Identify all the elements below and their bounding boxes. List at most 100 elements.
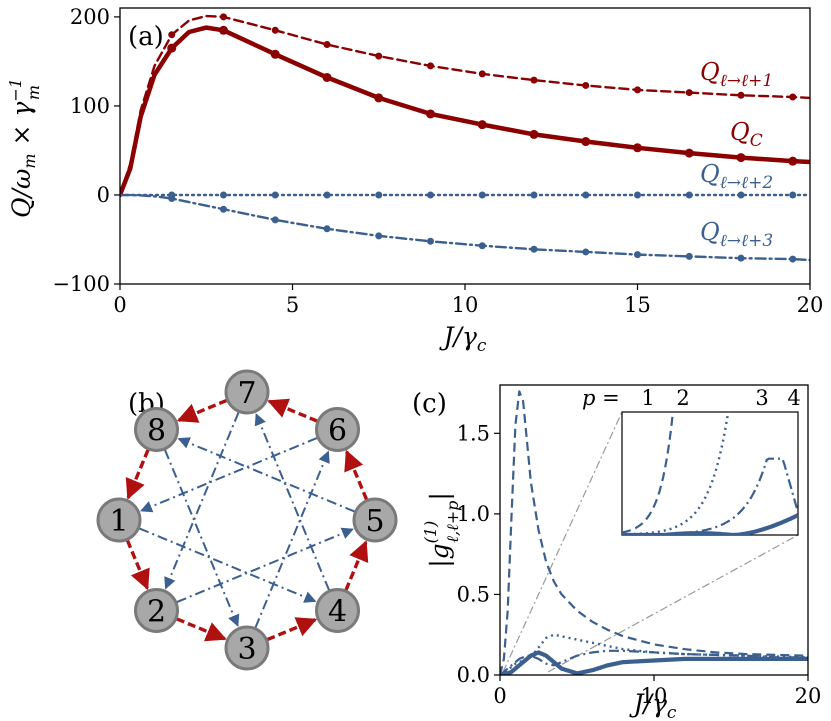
marker-a-2-6 — [478, 191, 486, 199]
a-ytick-label-0: −100 — [52, 272, 110, 296]
marker-a-3-2 — [271, 216, 279, 224]
panel-c-label: (c) — [412, 389, 447, 419]
node-label-4: 4 — [328, 595, 347, 630]
c-ytick-label-1: 0.5 — [457, 582, 490, 606]
marker-a-3-1 — [220, 205, 227, 213]
ring-edge-1-2 — [125, 539, 150, 591]
c-xtick-label-0: 0 — [493, 684, 506, 708]
star-edge-3-6 — [254, 450, 330, 629]
node-label-8: 8 — [147, 413, 166, 448]
panel-c-xlabel: J/γc — [629, 689, 677, 721]
ring-edge-4-5 — [344, 540, 369, 591]
marker-a-3-7 — [530, 245, 538, 253]
marker-a-2-4 — [375, 191, 383, 199]
zoom-line-left — [502, 411, 623, 673]
marker-a-1-2 — [270, 49, 280, 59]
marker-a-2-10 — [685, 191, 693, 199]
marker-a-1-8 — [581, 137, 591, 147]
marker-a-2-11 — [737, 191, 745, 199]
series-line-c-0 — [500, 390, 808, 675]
a-ytick-label-1: 0 — [97, 183, 110, 207]
node-3 — [224, 625, 270, 671]
marker-a-3-3 — [323, 225, 331, 233]
a-xtick-label-4: 20 — [797, 293, 824, 317]
marker-a-0-2 — [271, 26, 279, 34]
node-4 — [315, 588, 361, 634]
inset-label-p-3: 3 — [755, 386, 768, 410]
star-edge-7-2 — [164, 411, 240, 590]
series-line-c-2 — [500, 649, 808, 675]
marker-a-0-9 — [634, 86, 641, 94]
marker-a-3-9 — [634, 251, 641, 259]
c-ytick-label-0: 0.0 — [457, 663, 490, 687]
node-5 — [352, 497, 398, 543]
marker-a-1-7 — [529, 129, 539, 139]
series-line-a-1 — [120, 25, 810, 198]
star-edge-6-1 — [140, 436, 318, 513]
marker-a-0-6 — [478, 70, 486, 78]
marker-a-0-1 — [220, 13, 227, 21]
marker-a-3-6 — [478, 242, 486, 250]
panel-a-label: (a) — [128, 22, 164, 52]
marker-a-3-11 — [737, 254, 745, 262]
marker-a-1-12 — [788, 156, 798, 166]
marker-a-1-0 — [167, 43, 177, 53]
series-label-qc: QC — [730, 118, 763, 151]
marker-a-0-8 — [582, 81, 590, 89]
zoom-line-right — [547, 534, 799, 673]
marker-a-3-8 — [582, 248, 590, 256]
inset-label-p-4: 4 — [787, 386, 800, 410]
series-label-q-l-l1: Qℓ→ℓ+1 — [700, 58, 773, 91]
node-label-3: 3 — [237, 632, 256, 667]
series-label-q-l-l3: Qℓ→ℓ+3 — [700, 218, 773, 251]
ring-edge-2-3 — [176, 617, 227, 642]
marker-a-2-5 — [427, 191, 434, 199]
c-ytick-label-2: 1.0 — [457, 502, 490, 526]
marker-a-2-3 — [323, 191, 331, 199]
marker-a-2-1 — [220, 191, 227, 199]
panel-c-ylabel: |g(1) ℓ,ℓ+p| — [421, 492, 462, 568]
marker-a-3-5 — [427, 237, 434, 245]
a-ytick-label-2: 100 — [70, 94, 110, 118]
marker-a-3-12 — [789, 255, 797, 263]
node-label-1: 1 — [109, 504, 128, 539]
marker-a-3-0 — [168, 195, 176, 203]
node-label-7: 7 — [237, 376, 256, 411]
a-xtick-label-3: 15 — [624, 293, 651, 317]
inset-label-p-1: 1 — [641, 386, 654, 410]
marker-a-2-9 — [634, 191, 641, 199]
marker-a-3-4 — [375, 232, 383, 240]
star-edge-2-5 — [176, 527, 354, 604]
marker-a-0-10 — [685, 89, 693, 97]
star-edge-4-7 — [254, 413, 331, 591]
inset-frame — [621, 411, 799, 536]
marker-a-0-11 — [737, 91, 745, 99]
series-line-a-3 — [120, 193, 810, 262]
c-xtick-label-1: 10 — [641, 684, 668, 708]
star-edge-8-3 — [163, 449, 240, 627]
marker-a-0-0 — [168, 31, 176, 39]
node-7 — [224, 369, 270, 415]
marker-a-0-12 — [789, 93, 797, 101]
node-label-2: 2 — [147, 595, 166, 630]
node-8 — [133, 406, 179, 452]
inset-label-p-2: 2 — [676, 386, 689, 410]
marker-a-0-7 — [530, 76, 538, 84]
a-xtick-label-0: 0 — [113, 293, 126, 317]
marker-a-1-11 — [736, 153, 746, 163]
a-ytick-label-3: 200 — [70, 5, 110, 29]
marker-a-0-3 — [323, 41, 331, 49]
marker-a-3-10 — [685, 252, 693, 260]
marker-a-1-4 — [374, 93, 384, 103]
node-label-6: 6 — [328, 413, 347, 448]
node-2 — [133, 588, 179, 634]
panel-c-frame — [499, 384, 809, 676]
inset-line-3 — [622, 513, 798, 535]
ring-edge-5-6 — [344, 449, 369, 501]
series-line-a-0 — [120, 14, 810, 197]
marker-a-2-8 — [582, 191, 590, 199]
a-xtick-label-2: 10 — [452, 293, 479, 317]
marker-a-1-6 — [477, 120, 487, 130]
node-1 — [96, 497, 142, 543]
